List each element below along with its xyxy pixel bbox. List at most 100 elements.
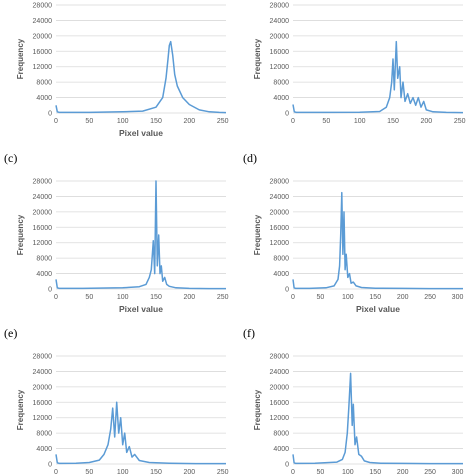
- y-tick-label: 12000: [270, 415, 290, 422]
- x-tick-label: 250: [217, 118, 229, 125]
- y-tick-label: 4000: [36, 446, 52, 453]
- y-tick-label: 16000: [270, 225, 290, 232]
- y-tick-label: 20000: [270, 209, 290, 216]
- y-tick-label: 0: [48, 462, 52, 469]
- y-tick-label: 0: [48, 287, 52, 294]
- x-tick-label: 50: [317, 294, 325, 301]
- y-tick-label: 16000: [270, 49, 290, 56]
- y-tick-label: 20000: [270, 384, 290, 391]
- y-axis-title: Frequency: [253, 389, 262, 430]
- x-tick-label: 250: [217, 294, 229, 301]
- y-tick-label: 20000: [270, 33, 290, 40]
- histogram-series-line: [292, 191, 463, 290]
- y-tick-label: 16000: [33, 49, 53, 56]
- x-tick-label: 200: [397, 294, 409, 301]
- y-tick-label: 12000: [270, 64, 290, 71]
- y-tick-label: 12000: [33, 240, 53, 247]
- y-tick-label: 24000: [270, 194, 290, 201]
- x-tick-label: 150: [369, 294, 381, 301]
- x-tick-label: 150: [387, 118, 399, 125]
- y-tick-label: 28000: [270, 3, 290, 10]
- histogram-series-line: [292, 372, 463, 465]
- y-tick-label: 28000: [33, 354, 53, 361]
- y-tick-label: 8000: [273, 80, 289, 87]
- y-tick-label: 0: [48, 111, 52, 118]
- x-axis-title: Pixel value: [119, 304, 163, 314]
- x-tick-label: 100: [117, 118, 129, 125]
- x-tick-label: 150: [150, 118, 162, 125]
- x-axis-title: Pixel value: [356, 304, 400, 314]
- x-tick-label: 0: [291, 294, 295, 301]
- x-tick-label: 100: [117, 469, 129, 474]
- x-tick-label: 200: [183, 118, 195, 125]
- x-tick-label: 200: [420, 118, 432, 125]
- x-tick-label: 300: [452, 469, 464, 474]
- y-tick-label: 4000: [36, 95, 52, 102]
- y-tick-label: 20000: [33, 33, 53, 40]
- x-tick-label: 50: [85, 469, 93, 474]
- histogram-panel-1: 0 4000 8000 12000 16000 20000 24000 28000 0 50 100…: [16, 3, 229, 139]
- y-tick-label: 0: [285, 462, 289, 469]
- y-tick-label: 16000: [270, 400, 290, 407]
- y-tick-label: 20000: [33, 384, 53, 391]
- y-tick-label: 28000: [270, 179, 290, 186]
- y-tick-label: 12000: [33, 415, 53, 422]
- histogram-panel-4: 0 4000 8000 12000 16000 20000 24000 28000 0 50 100…: [243, 151, 463, 314]
- x-tick-label: 250: [454, 118, 466, 125]
- y-tick-label: 16000: [33, 400, 53, 407]
- y-tick-label: 0: [285, 287, 289, 294]
- x-tick-label: 0: [291, 469, 295, 474]
- x-tick-label: 100: [354, 118, 366, 125]
- y-tick-label: 12000: [270, 240, 290, 247]
- histogram-series-line: [55, 40, 227, 114]
- x-tick-label: 100: [342, 469, 354, 474]
- y-axis-title: Frequency: [253, 214, 262, 255]
- x-tick-label: 0: [291, 118, 295, 125]
- y-tick-label: 24000: [33, 18, 53, 25]
- panel-label: (e): [4, 326, 17, 340]
- x-tick-label: 50: [85, 118, 93, 125]
- x-tick-label: 100: [342, 294, 354, 301]
- x-tick-label: 100: [117, 294, 129, 301]
- x-tick-label: 50: [322, 118, 330, 125]
- x-axis-title: Pixel value: [119, 128, 163, 138]
- y-axis-title: Frequency: [16, 389, 25, 430]
- panel-label: (d): [243, 151, 257, 165]
- y-tick-label: 16000: [33, 225, 53, 232]
- histogram-panel-2: 0 4000 8000 12000 16000 20000 24000 28000 0 50 100…: [253, 3, 466, 126]
- x-tick-label: 0: [54, 469, 58, 474]
- x-tick-label: 250: [424, 469, 436, 474]
- y-tick-label: 8000: [273, 431, 289, 438]
- histogram-panel-5: 0 4000 8000 12000 16000 20000 24000 28000 0 50 100…: [4, 326, 229, 474]
- y-tick-label: 4000: [36, 271, 52, 278]
- y-axis-title: Frequency: [253, 38, 262, 79]
- y-tick-label: 24000: [270, 369, 290, 376]
- y-tick-label: 4000: [273, 446, 289, 453]
- histogram-series-line: [55, 401, 226, 465]
- y-tick-label: 24000: [33, 369, 53, 376]
- y-tick-label: 24000: [270, 18, 290, 25]
- y-tick-label: 24000: [33, 194, 53, 201]
- x-tick-label: 150: [369, 469, 381, 474]
- x-tick-label: 200: [397, 469, 409, 474]
- panel-label: (f): [243, 326, 255, 340]
- y-axis-title: Frequency: [16, 38, 25, 79]
- histogram-panel-3: 0 4000 8000 12000 16000 20000 24000 28000 0 50 100…: [4, 151, 229, 314]
- y-tick-label: 4000: [273, 95, 289, 102]
- x-tick-label: 0: [54, 118, 58, 125]
- x-tick-label: 250: [217, 469, 229, 474]
- x-tick-label: 250: [424, 294, 436, 301]
- y-tick-label: 28000: [33, 179, 53, 186]
- y-tick-label: 8000: [36, 80, 52, 87]
- y-axis-title: Frequency: [16, 214, 25, 255]
- x-tick-label: 200: [183, 469, 195, 474]
- x-tick-label: 50: [85, 294, 93, 301]
- histogram-series-line: [292, 40, 464, 114]
- x-tick-label: 150: [150, 294, 162, 301]
- x-tick-label: 150: [150, 469, 162, 474]
- x-tick-label: 50: [317, 469, 325, 474]
- panel-label: (c): [4, 151, 17, 165]
- y-tick-label: 8000: [36, 431, 52, 438]
- histogram-panel-6: 0 4000 8000 12000 16000 20000 24000 28000 0 50 100…: [243, 326, 463, 474]
